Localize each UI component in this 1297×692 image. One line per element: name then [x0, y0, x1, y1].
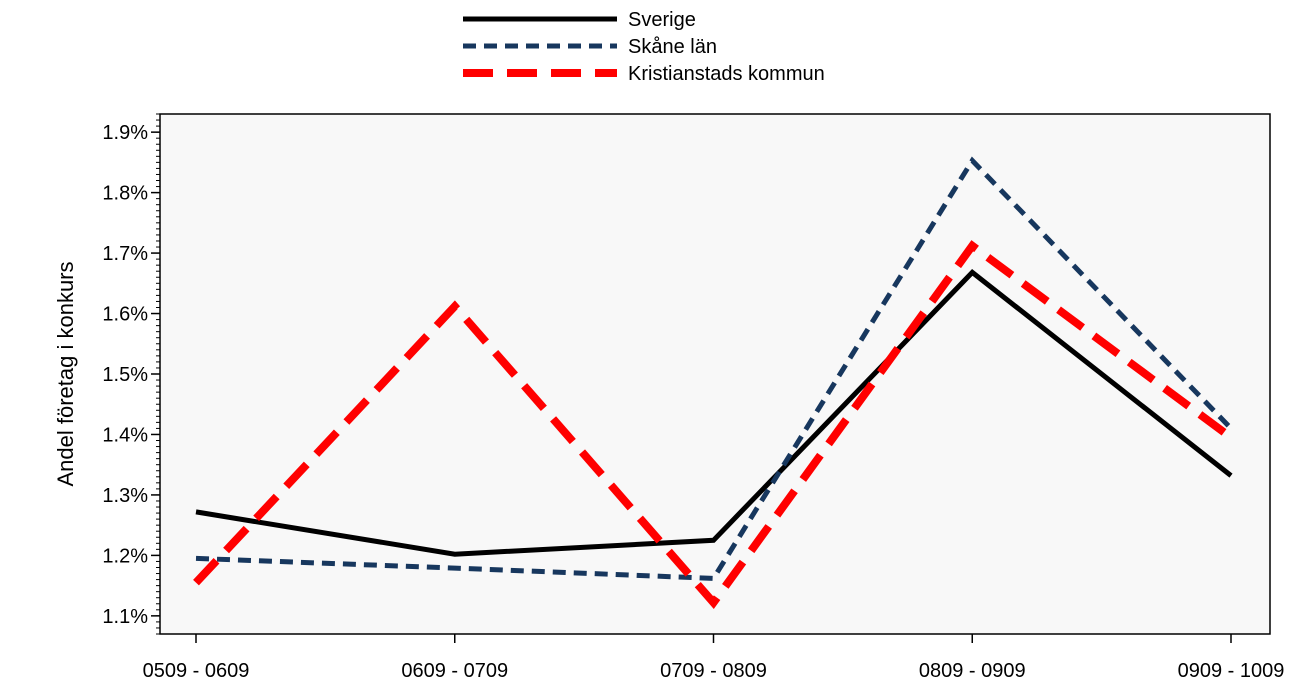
y-tick-label: 1.7%: [102, 243, 148, 265]
y-tick-label: 1.9%: [102, 122, 148, 144]
y-tick-label: 1.8%: [102, 183, 148, 205]
x-tick-label: 0609 - 0709: [401, 660, 508, 682]
x-tick-label: 0909 - 1009: [1178, 660, 1285, 682]
x-tick-label: 0809 - 0909: [919, 660, 1026, 682]
x-tick-label: 0509 - 0609: [143, 660, 250, 682]
y-tick-label: 1.5%: [102, 364, 148, 386]
y-tick-label: 1.4%: [102, 424, 148, 446]
x-axis: 0509 - 0609 0609 - 0709 0709 - 0809 0809 - …: [143, 634, 1285, 682]
y-tick-label: 1.6%: [102, 304, 148, 326]
series-line-sverige: [195, 269, 1233, 557]
legend-label: Kristianstads kommun: [628, 63, 825, 85]
y-axis-title: Andel företag i konkurs: [53, 261, 78, 486]
legend-label: Sverige: [628, 9, 696, 31]
legend: Sverige Skåne län Kristianstads kommun: [463, 9, 825, 85]
y-tick-label: 1.2%: [102, 545, 148, 567]
y-tick-label: 1.1%: [102, 606, 148, 628]
legend-label: Skåne län: [628, 36, 717, 58]
series-line-skane-lan: [195, 156, 1233, 581]
y-axis: 1.1% 1.2% 1.3% 1.4% 1.5% 1.6% 1.7% 1.8% 1.9%: [102, 113, 160, 635]
x-tick-label: 0709 - 0809: [660, 660, 767, 682]
series-line-kristianstads-kommun: [193, 240, 1234, 610]
series-lines: [193, 156, 1234, 610]
y-tick-label: 1.3%: [102, 485, 148, 507]
